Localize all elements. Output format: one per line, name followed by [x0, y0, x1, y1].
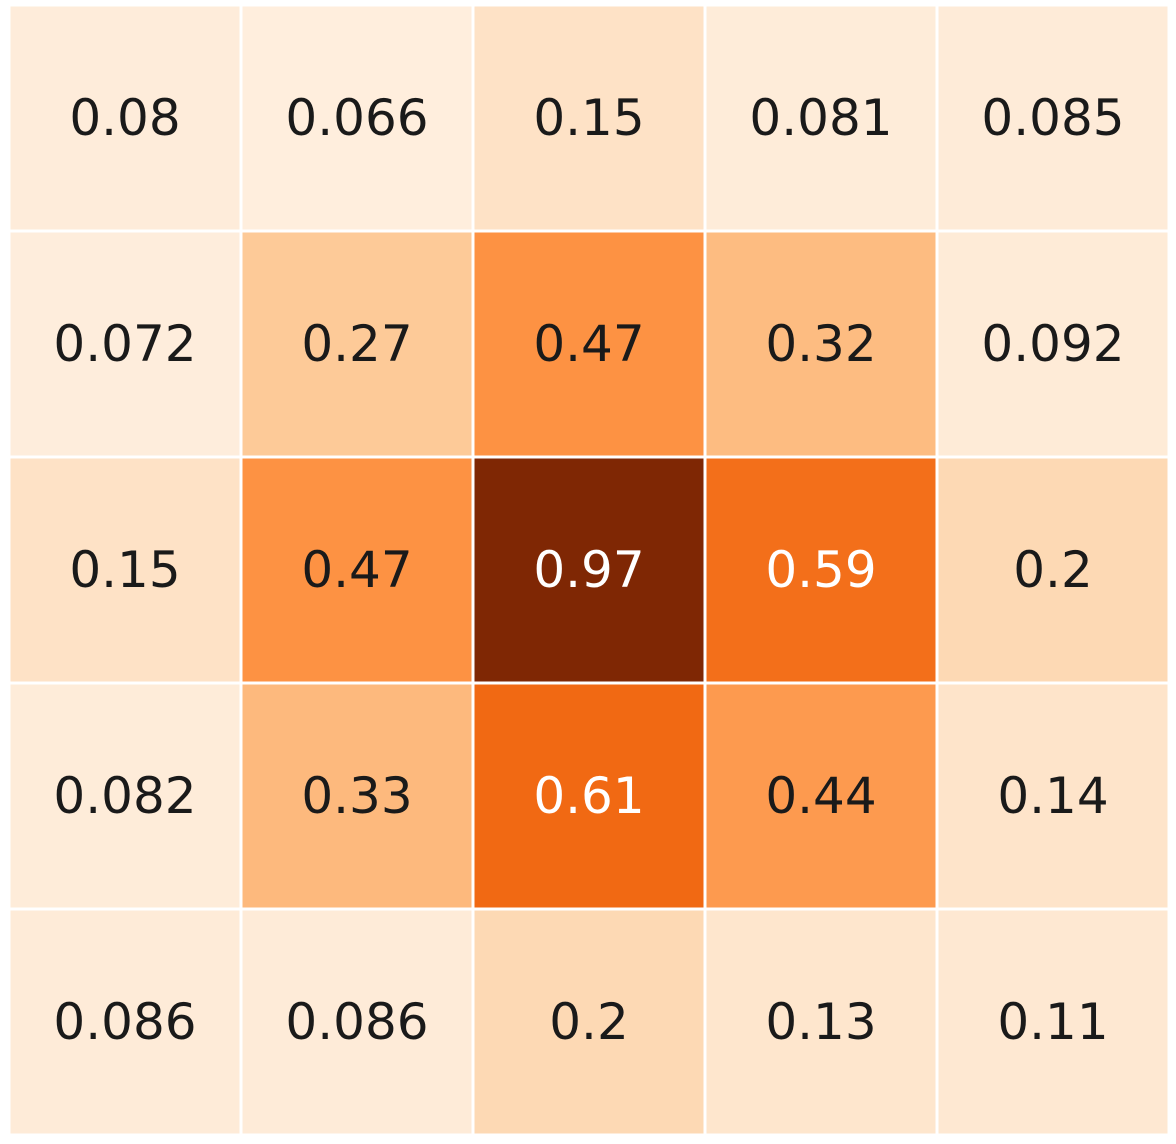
heatmap-label-r4-c0: 0.086 [53, 993, 196, 1051]
heatmap-cell-r1-c3 [703, 229, 939, 459]
heatmap-cell-r4-c1 [239, 907, 475, 1137]
heatmap-label-r2-c0: 0.15 [69, 541, 180, 599]
heatmap-cell-r2-c1 [239, 455, 475, 685]
heatmap-label-r1-c1: 0.27 [301, 315, 412, 373]
heatmap-cell-r1-c1 [239, 229, 475, 459]
heatmap-cell-r2-c4 [935, 455, 1171, 685]
heatmap-label-r0-c2: 0.15 [533, 89, 644, 147]
heatmap-label-r0-c1: 0.066 [285, 89, 428, 147]
heatmap-label-r3-c2: 0.61 [533, 767, 644, 825]
heatmap-cell-r0-c0 [7, 3, 243, 233]
heatmap-cell-r2-c2 [471, 455, 707, 685]
heatmap-label-r3-c3: 0.44 [765, 767, 876, 825]
heatmap-label-r3-c0: 0.082 [53, 767, 196, 825]
heatmap-cell-r3-c3 [703, 681, 939, 911]
heatmap-label-r1-c2: 0.47 [533, 315, 644, 373]
heatmap-labels: 0.08 0.066 0.15 0.081 0.085 0.072 0.27 0.47 0.32… [53, 89, 1124, 1051]
heatmap-label-r1-c4: 0.092 [981, 315, 1124, 373]
heatmap-label-r4-c4: 0.11 [997, 993, 1108, 1051]
heatmap-label-r2-c3: 0.59 [765, 541, 876, 599]
heatmap-label-r0-c0: 0.08 [69, 89, 180, 147]
heatmap-cell-r3-c2 [471, 681, 707, 911]
heatmap-cell-r1-c2 [471, 229, 707, 459]
heatmap-label-r0-c3: 0.081 [749, 89, 892, 147]
heatmap-cell-r3-c4 [935, 681, 1171, 911]
heatmap-cells [7, 3, 1171, 1137]
heatmap-cell-r3-c0 [7, 681, 243, 911]
heatmap-label-r1-c0: 0.072 [53, 315, 196, 373]
heatmap-cell-r3-c1 [239, 681, 475, 911]
heatmap-label-r3-c1: 0.33 [301, 767, 412, 825]
heatmap-label-r2-c4: 0.2 [1013, 541, 1093, 599]
heatmap-label-r4-c1: 0.086 [285, 993, 428, 1051]
heatmap-label-r1-c3: 0.32 [765, 315, 876, 373]
heatmap-cell-r4-c3 [703, 907, 939, 1137]
heatmap-label-r2-c2: 0.97 [533, 541, 644, 599]
heatmap-label-r4-c3: 0.13 [765, 993, 876, 1051]
heatmap-label-r3-c4: 0.14 [997, 767, 1108, 825]
heatmap-cell-r2-c3 [703, 455, 939, 685]
heatmap-cell-r4-c4 [935, 907, 1171, 1137]
heatmap-label-r4-c2: 0.2 [549, 993, 629, 1051]
heatmap-cell-r4-c2 [471, 907, 707, 1137]
heatmap-label-r2-c1: 0.47 [301, 541, 412, 599]
heatmap-label-r0-c4: 0.085 [981, 89, 1124, 147]
heatmap-cell-r0-c2 [471, 3, 707, 233]
heatmap-cell-r1-c4 [935, 229, 1171, 459]
heatmap-cell-r4-c0 [7, 907, 243, 1137]
heatmap-cell-r0-c1 [239, 3, 475, 233]
